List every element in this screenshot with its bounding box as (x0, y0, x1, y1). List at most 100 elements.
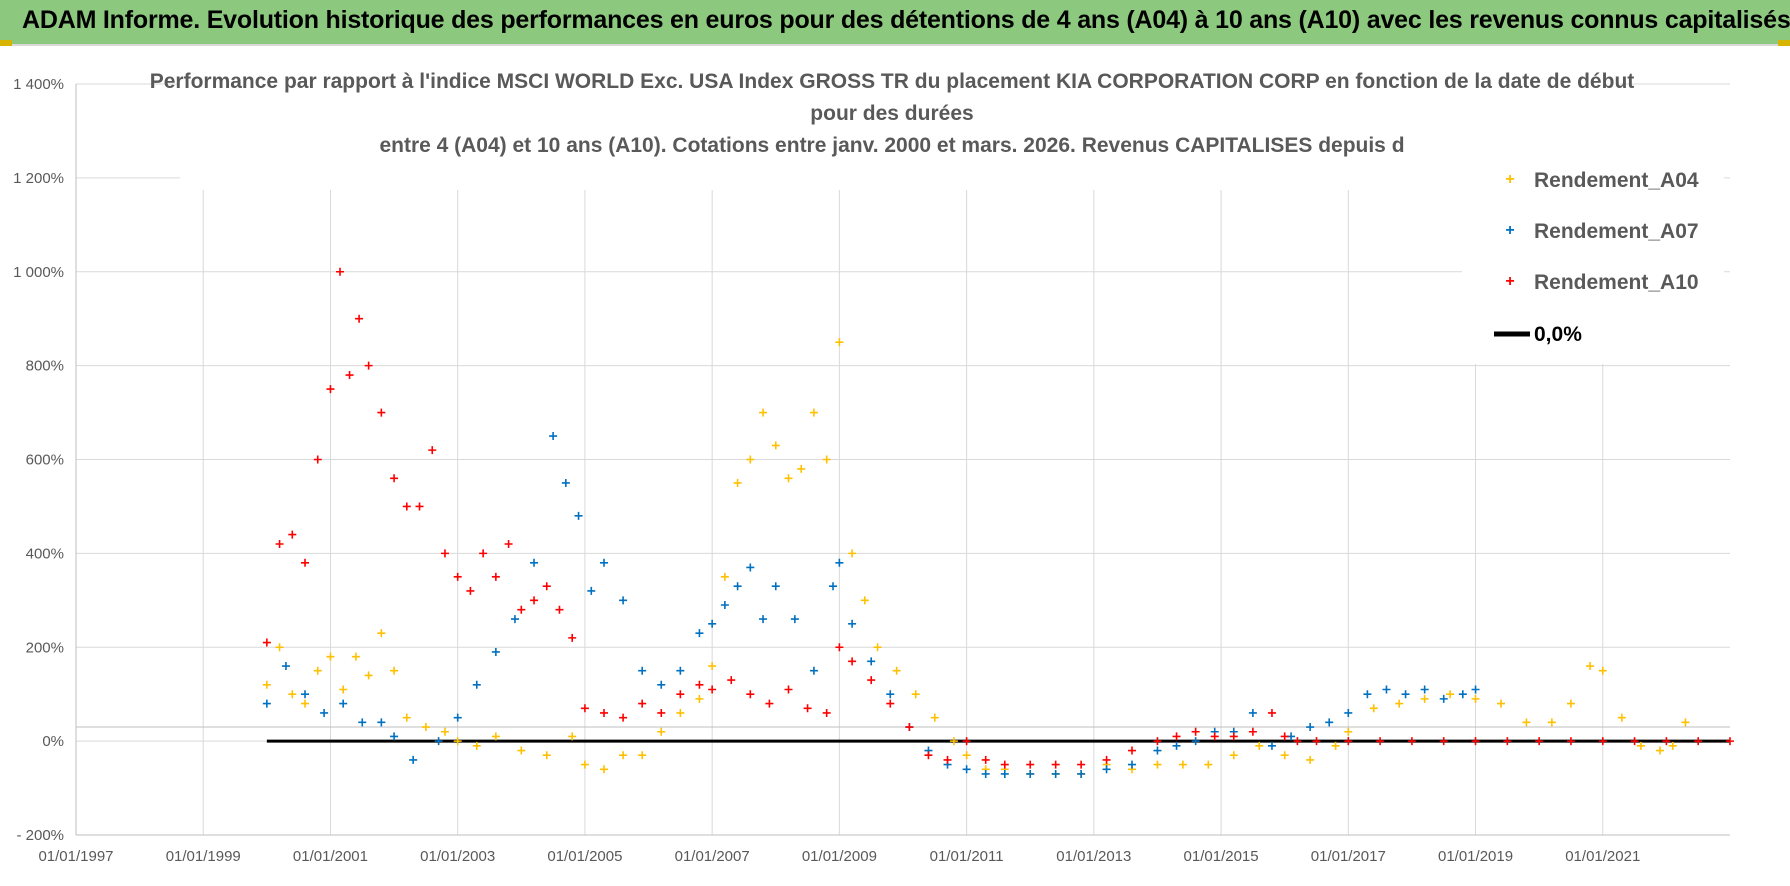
point-rendement_a10-5 (326, 385, 335, 394)
point-rendement_a10-65 (1344, 737, 1353, 746)
point-rendement_a10-67 (1407, 737, 1416, 746)
point-rendement_a04-4 (313, 666, 322, 675)
point-rendement_a04-71 (1586, 662, 1595, 671)
point-rendement_a07-42 (981, 769, 990, 778)
point-rendement_a10-64 (1312, 737, 1321, 746)
point-rendement_a07-8 (409, 755, 418, 764)
point-rendement_a10-21 (517, 605, 526, 614)
x-tick-label-10: 01/01/2017 (1311, 848, 1386, 865)
point-rendement_a07-1 (281, 662, 290, 671)
point-rendement_a04-34 (797, 464, 806, 473)
point-rendement_a07-50 (1172, 741, 1181, 750)
point-rendement_a10-13 (415, 502, 424, 511)
point-rendement_a04-64 (1420, 694, 1429, 703)
point-rendement_a04-77 (1681, 718, 1690, 727)
point-rendement_a04-63 (1395, 699, 1404, 708)
point-rendement_a07-3 (320, 708, 329, 717)
point-rendement_a10-71 (1535, 737, 1544, 746)
point-rendement_a07-59 (1344, 708, 1353, 717)
point-rendement_a07-19 (600, 558, 609, 567)
point-rendement_a07-0 (262, 699, 271, 708)
point-rendement_a04-19 (568, 732, 577, 741)
point-rendement_a04-21 (600, 765, 609, 774)
point-rendement_a07-26 (720, 601, 729, 610)
point-rendement_a10-52 (1077, 760, 1086, 769)
y-tick-label-6: 1 000% (13, 264, 64, 281)
point-rendement_a07-16 (561, 478, 570, 487)
x-tick-label-9: 01/01/2015 (1184, 848, 1259, 865)
point-rendement_a04-20 (580, 760, 589, 769)
point-rendement_a07-2 (301, 690, 310, 699)
point-rendement_a07-27 (733, 582, 742, 591)
point-rendement_a10-45 (924, 751, 933, 760)
point-rendement_a10-32 (695, 680, 704, 689)
point-rendement_a04-18 (542, 751, 551, 760)
point-rendement_a10-54 (1128, 746, 1137, 755)
x-tick-label-11: 01/01/2019 (1438, 848, 1513, 865)
point-rendement_a07-57 (1306, 723, 1315, 732)
y-tick-label-2: 200% (26, 639, 64, 656)
point-rendement_a10-56 (1172, 732, 1181, 741)
point-rendement_a10-3 (301, 558, 310, 567)
point-rendement_a04-28 (720, 572, 729, 581)
point-rendement_a10-49 (1000, 760, 1009, 769)
point-rendement_a07-35 (848, 619, 857, 628)
point-rendement_a04-8 (364, 671, 373, 680)
point-rendement_a04-75 (1656, 746, 1665, 755)
point-rendement_a10-28 (619, 713, 628, 722)
point-rendement_a10-41 (848, 657, 857, 666)
point-rendement_a04-43 (930, 713, 939, 722)
x-tick-label-8: 01/01/2013 (1056, 848, 1131, 865)
point-rendement_a10-6 (336, 267, 345, 276)
point-rendement_a04-37 (835, 338, 844, 347)
point-rendement_a10-9 (364, 361, 373, 370)
point-rendement_a04-73 (1617, 713, 1626, 722)
point-rendement_a07-24 (695, 629, 704, 638)
point-rendement_a07-62 (1401, 690, 1410, 699)
point-rendement_a04-27 (708, 662, 717, 671)
point-rendement_a07-60 (1363, 690, 1372, 699)
point-rendement_a10-7 (345, 371, 354, 380)
point-rendement_a04-33 (784, 474, 793, 483)
point-rendement_a04-44 (949, 737, 958, 746)
point-rendement_a07-4 (339, 699, 348, 708)
point-rendement_a07-65 (1458, 690, 1467, 699)
point-rendement_a04-9 (377, 629, 386, 638)
point-rendement_a07-51 (1191, 737, 1200, 746)
point-rendement_a07-29 (759, 615, 768, 624)
performance-chart: - 200% 0% 200% 400% 600% 800% 1 000% 1 200% 1 40… (13, 70, 1734, 865)
point-rendement_a04-25 (676, 708, 685, 717)
point-rendement_a04-3 (301, 699, 310, 708)
point-rendement_a07-28 (746, 563, 755, 572)
point-rendement_a07-49 (1153, 746, 1162, 755)
x-tick-label-12: 01/01/2021 (1565, 848, 1640, 865)
point-rendement_a07-54 (1248, 708, 1257, 717)
legend-label-a07: Rendement_A07 (1534, 220, 1699, 243)
point-rendement_a04-70 (1566, 699, 1575, 708)
point-rendement_a10-57 (1191, 727, 1200, 736)
point-rendement_a04-67 (1496, 699, 1505, 708)
point-rendement_a07-46 (1077, 769, 1086, 778)
point-rendement_a04-59 (1306, 755, 1315, 764)
point-rendement_a07-23 (676, 666, 685, 675)
point-rendement_a04-39 (860, 596, 869, 605)
chart-title-line-1: Performance par rapport à l'indice MSCI … (150, 70, 1635, 93)
y-tick-label-1: 0% (42, 733, 64, 750)
point-rendement_a04-31 (759, 408, 768, 417)
point-rendement_a10-53 (1102, 755, 1111, 764)
point-rendement_a10-37 (784, 685, 793, 694)
point-rendement_a10-33 (708, 685, 717, 694)
legend-label-zero: 0,0% (1534, 323, 1582, 346)
x-tick-label-1: 01/01/1999 (166, 848, 241, 865)
point-rendement_a10-31 (676, 690, 685, 699)
point-rendement_a10-26 (580, 704, 589, 713)
series-rendement_a10 (262, 267, 1734, 769)
point-rendement_a04-22 (619, 751, 628, 760)
point-rendement_a07-61 (1382, 685, 1391, 694)
point-rendement_a10-1 (275, 539, 284, 548)
point-rendement_a10-8 (355, 314, 364, 323)
point-rendement_a07-13 (510, 615, 519, 624)
point-rendement_a04-58 (1280, 751, 1289, 760)
point-rendement_a04-5 (326, 652, 335, 661)
point-rendement_a10-63 (1293, 737, 1302, 746)
